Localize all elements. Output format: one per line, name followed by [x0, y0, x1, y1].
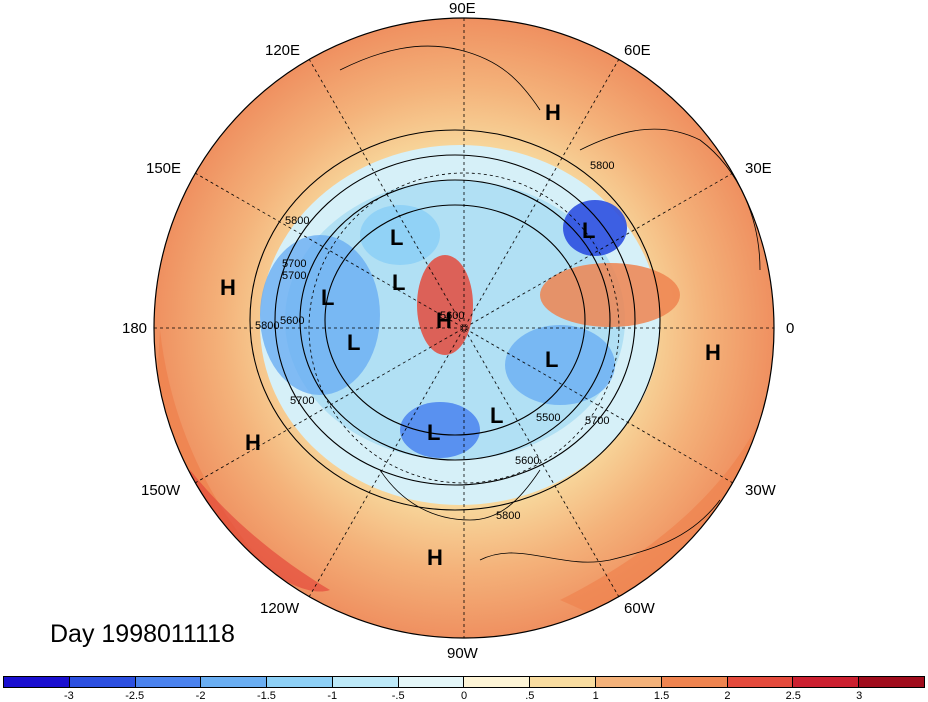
lon-label-90e: 90E	[449, 0, 476, 17]
pressure-center-high: H	[427, 545, 443, 570]
contour-label: 5800	[285, 215, 310, 227]
pressure-center-low: L	[427, 420, 441, 445]
pressure-center-high: H	[545, 100, 561, 125]
colorbar-tick-label: .5	[525, 690, 535, 702]
pressure-center-high: H	[220, 275, 236, 300]
cold-anomaly-scandinavia	[563, 200, 627, 256]
contour-label: 5700	[282, 270, 307, 282]
pressure-center-low: L	[545, 347, 559, 372]
colorbar-tick-label: 1	[592, 690, 599, 702]
colorbar-tick-label: 3	[856, 690, 863, 702]
colorbar-swatch	[727, 677, 794, 687]
lon-label-0: 0	[786, 320, 795, 337]
contour-label: 5700	[282, 258, 307, 270]
cold-anomaly-west	[260, 235, 380, 395]
colorbar-swatch	[530, 677, 597, 687]
pressure-center-low: L	[390, 225, 404, 250]
lon-label-30e: 30E	[745, 160, 772, 177]
colorbar	[3, 676, 925, 688]
colorbar-tick-label: 2.5	[785, 690, 801, 702]
pressure-center-high: H	[245, 430, 261, 455]
cold-anomaly-south	[400, 402, 480, 458]
lon-label-60e: 60E	[624, 42, 651, 59]
colorbar-swatch	[661, 677, 728, 687]
lat-lon-grid	[154, 18, 774, 638]
colorbar-swatch	[69, 677, 136, 687]
colorbar-swatch	[793, 677, 860, 687]
colorbar-swatch	[4, 677, 70, 687]
contour-label: 5600	[515, 455, 540, 467]
pressure-center-low: L	[347, 330, 361, 355]
contour-label: 5800	[496, 510, 521, 522]
lon-label-150e: 150E	[146, 160, 182, 177]
lon-label-60w: 60W	[624, 600, 655, 617]
lon-label-30w: 30W	[745, 482, 776, 499]
pressure-center-low: L	[582, 218, 596, 243]
warm-anomaly-siberia	[540, 263, 680, 327]
lon-label-120w: 120W	[260, 600, 300, 617]
colorbar-tick-label: -2	[195, 690, 206, 702]
day-label: Day 1998011118	[50, 620, 235, 648]
contour-label: 5700	[290, 395, 315, 407]
colorbar-tick-label: -3	[63, 690, 74, 702]
contour-label: 5700	[585, 415, 610, 427]
cold-anomaly-north	[360, 205, 440, 265]
height-contours	[249, 129, 661, 511]
colorbar-swatch	[464, 677, 531, 687]
colorbar-swatch	[201, 677, 268, 687]
pressure-center-low: L	[321, 285, 335, 310]
colorbar-tick-label: 0	[460, 690, 468, 702]
contour-label: 5800	[590, 160, 615, 172]
contour-label: 5500	[536, 412, 561, 424]
contour-label: 5800	[255, 320, 280, 332]
pressure-center-high: H	[436, 308, 452, 333]
colorbar-tick-label: -.5	[391, 690, 405, 702]
pressure-center-low: L	[490, 403, 504, 428]
colorbar-swatch	[398, 677, 465, 687]
colorbar-tick-label: 1.5	[653, 690, 670, 702]
colorbar-tick-label: -1.5	[256, 690, 276, 702]
contour-label: 5600	[280, 315, 305, 327]
contour-label: 5600	[440, 310, 465, 322]
lon-label-150w: 150W	[141, 482, 181, 499]
warm-anomaly-arctic	[417, 255, 473, 355]
lon-label-90w: 90W	[447, 645, 478, 662]
coastlines	[339, 45, 761, 563]
map-boundary	[153, 17, 775, 639]
colorbar-swatch	[332, 677, 399, 687]
lon-label-180: 180	[122, 320, 148, 337]
colorbar-swatch	[267, 677, 333, 687]
colorbar-tick-label: -1	[327, 690, 338, 702]
lon-label-120e: 120E	[265, 42, 301, 59]
pressure-center-high: H	[705, 340, 721, 365]
colorbar-swatch	[859, 677, 924, 687]
pressure-center-low: L	[392, 270, 406, 295]
cold-anomaly-east	[505, 325, 615, 405]
colorbar-tick-label: -2.5	[125, 690, 145, 702]
colorbar-tick-label: 2	[724, 690, 731, 702]
colorbar-swatch	[135, 677, 202, 687]
anomaly-shading	[154, 18, 774, 638]
colorbar-swatch	[596, 677, 662, 687]
